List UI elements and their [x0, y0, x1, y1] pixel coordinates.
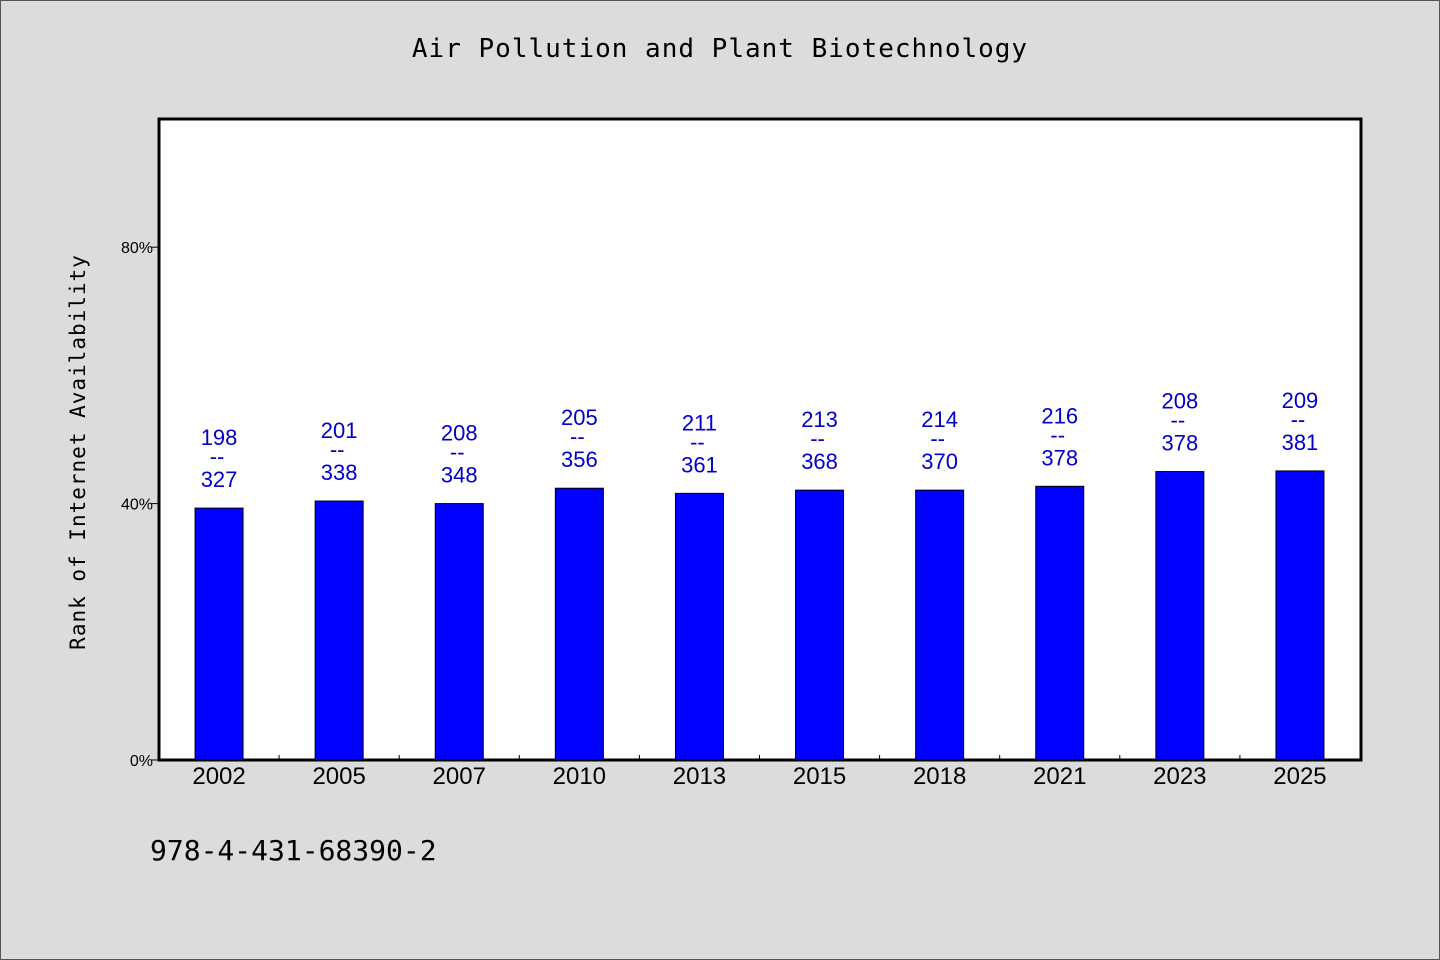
y-tick-label: 40% — [121, 497, 153, 514]
x-tick-label: 2018 — [913, 763, 966, 790]
data-labels: 198--327201--338208--348205--356211--361… — [201, 388, 1319, 492]
data-label-top: 201 — [321, 418, 358, 443]
data-label-bottom: 370 — [921, 449, 958, 474]
data-label-top: 198 — [201, 425, 238, 450]
x-tick-label: 2013 — [673, 763, 726, 790]
bar — [1155, 471, 1205, 761]
data-label-top: 211 — [682, 410, 717, 435]
data-label-top: 209 — [1282, 388, 1319, 413]
data-label-separator: -- — [570, 424, 585, 449]
y-axis-ticks: 0% 40% 80% — [121, 240, 159, 770]
data-label-bottom: 378 — [1161, 431, 1198, 456]
x-tick-label: 2023 — [1153, 763, 1206, 790]
bar — [434, 503, 484, 761]
data-label-separator: -- — [810, 426, 825, 451]
data-label-separator: -- — [330, 437, 345, 462]
data-label-bottom: 348 — [441, 463, 478, 488]
chart-title: Air Pollution and Plant Biotechnology — [411, 34, 1029, 64]
x-tick-label: 2010 — [553, 763, 606, 790]
data-label-separator: -- — [690, 429, 705, 454]
x-tick-label: 2005 — [312, 763, 365, 790]
y-tick-label: 80% — [121, 240, 153, 257]
x-axis-ticks: 2002 2005 2007 2010 2013 2015 2018 2021 2023 2025 — [192, 755, 1327, 790]
bar — [915, 489, 965, 761]
data-label-top: 214 — [921, 407, 958, 432]
data-label-separator: -- — [1291, 407, 1306, 432]
data-label-separator: -- — [1050, 422, 1065, 447]
data-label-top: 208 — [1161, 389, 1198, 414]
data-label-bottom: 368 — [801, 449, 838, 474]
data-label-bottom: 378 — [1041, 445, 1078, 470]
data-label-top: 205 — [561, 405, 598, 430]
footer-code: 978-4-431-68390-2 — [150, 834, 437, 867]
data-label-top: 216 — [1041, 403, 1078, 428]
data-label-bottom: 327 — [201, 467, 238, 492]
data-label-bottom: 338 — [321, 460, 358, 485]
data-label-bottom: 361 — [681, 452, 718, 477]
data-label-bottom: 356 — [561, 447, 598, 472]
bar — [194, 507, 244, 761]
x-tick-label: 2007 — [433, 763, 486, 790]
data-label-top: 213 — [801, 407, 838, 432]
data-label-top: 208 — [441, 421, 478, 446]
bar — [674, 492, 724, 761]
bars — [194, 470, 1325, 761]
bar — [1035, 485, 1085, 761]
x-tick-label: 2015 — [793, 763, 846, 790]
x-tick-label: 2021 — [1033, 763, 1086, 790]
data-label-separator: -- — [450, 440, 465, 465]
x-tick-label: 2002 — [192, 763, 245, 790]
data-label-separator: -- — [1171, 408, 1186, 433]
data-label-separator: -- — [930, 426, 945, 451]
bar — [314, 500, 364, 761]
data-label-bottom: 381 — [1282, 430, 1319, 455]
y-tick-label: 0% — [130, 753, 153, 770]
x-tick-label: 2025 — [1273, 763, 1326, 790]
data-label-separator: -- — [210, 444, 225, 469]
bar — [1275, 470, 1325, 761]
bar — [554, 487, 604, 761]
bar — [795, 489, 845, 761]
